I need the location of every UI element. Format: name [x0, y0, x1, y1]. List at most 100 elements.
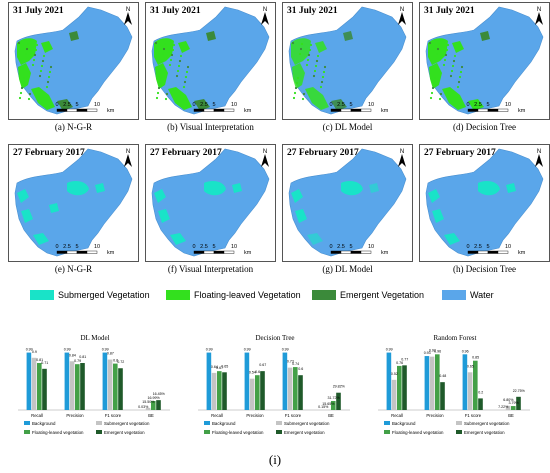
vegetation-speck — [291, 41, 295, 45]
map-panel-d: 31 July 2021 N 0 2.5 5 10 km (d) Decision Tree — [419, 2, 550, 132]
data-label: 0.99 — [206, 348, 213, 352]
bar-floating-leaved-vegetation — [151, 401, 156, 410]
scale-segment — [350, 108, 362, 112]
vegetation-speck — [302, 92, 306, 96]
bar-submergent-vegetation — [107, 359, 113, 410]
data-label: 0.65 — [467, 364, 474, 368]
map-caption: (f) Visual Interpretation — [167, 264, 254, 274]
scale-tick-label: 10 — [505, 102, 511, 108]
submerged-patch — [478, 181, 500, 196]
map-date: 27 February 2017 — [150, 148, 222, 158]
scale-tick-label: 10 — [505, 244, 511, 250]
bar-floating-leaved-vegetation — [511, 406, 516, 410]
north-arrow-icon: N — [261, 149, 269, 167]
scale-segment — [56, 108, 68, 112]
chart-legend-swatch — [96, 421, 102, 425]
bar-emergent-vegetation — [222, 372, 227, 410]
data-label: 15.50% — [142, 400, 155, 404]
vegetation-speck — [165, 92, 169, 96]
legend-item-floating: Floating-leaved Vegetation — [166, 290, 301, 300]
vegetation-patch — [305, 87, 329, 110]
vegetation-speck — [443, 58, 447, 62]
scale-segment — [203, 250, 215, 254]
scale-bar: 0 2.5 5 10 km — [55, 244, 114, 256]
map-panel-a: 31 July 2021 N 0 2.5 5 10 km (a) N-G-R — [8, 2, 139, 132]
map-panel-h: 27 February 2017 N 0 2.5 5 10 km (h) Decision T… — [419, 144, 550, 274]
data-label: 0.81 — [36, 358, 43, 362]
scale-tick-label: 2.5 — [200, 244, 208, 250]
scale-tick-label: 2.5 — [63, 102, 71, 108]
data-label: 16.45% — [153, 392, 166, 396]
data-label: 7.22% — [498, 405, 509, 409]
vegetation-speck — [437, 42, 441, 46]
vegetation-speck — [444, 53, 448, 57]
lake-water — [425, 6, 544, 115]
data-label: 0.84 — [69, 353, 76, 357]
vegetation-speck — [309, 43, 313, 47]
vegetation-speck — [33, 53, 37, 57]
bar-background — [244, 352, 250, 410]
bar-submergent-vegetation — [249, 378, 255, 410]
data-label: 0.87 — [107, 352, 114, 356]
vegetation-patch — [442, 87, 466, 110]
data-label: 0.67 — [259, 363, 266, 367]
lake-map — [151, 148, 270, 257]
chart-random-forest: Random Forest 0.99 0.52 0.76 0.77 Recall 0.93 0… — [370, 330, 540, 445]
vegetation-patch — [168, 87, 192, 110]
data-label: 0.93 — [424, 351, 431, 355]
bar-floating-leaved-vegetation — [331, 401, 336, 410]
bar-submergent-vegetation — [467, 372, 473, 410]
scale-unit: km — [244, 108, 252, 114]
bar-emergent-vegetation — [336, 392, 341, 410]
scale-bar: 0 2.5 5 10 km — [192, 244, 251, 256]
map-date: 31 July 2021 — [424, 6, 475, 16]
vegetation-patch — [178, 41, 190, 53]
data-label: 0.48 — [439, 374, 446, 378]
vegetation-speck — [428, 41, 432, 45]
chart-legend-swatch — [456, 430, 462, 434]
scale-bar: 0 2.5 5 10 km — [329, 102, 388, 114]
scale-tick-label: 0 — [55, 244, 58, 250]
data-label: 0.99 — [282, 348, 289, 352]
data-label: 0.76 — [396, 361, 403, 365]
lake-water — [151, 148, 270, 257]
bar-floating-leaved-vegetation — [293, 367, 298, 410]
category-label: Recall — [31, 413, 43, 418]
vegetation-speck — [430, 91, 434, 95]
lake-water — [151, 6, 270, 115]
lake-group — [14, 6, 133, 115]
scale-segment — [213, 108, 225, 112]
chart-title: Random Forest — [434, 334, 477, 342]
legend-label-floating: Floating-leaved Vegetation — [194, 290, 301, 300]
map-frame: 31 July 2021 N 0 2.5 5 10 km — [282, 2, 413, 120]
vegetation-speck — [450, 69, 454, 73]
vegetation-patch — [291, 38, 311, 65]
scale-tick-label: 10 — [94, 102, 100, 108]
scale-tick-label: 0 — [192, 102, 195, 108]
scale-segment — [350, 250, 362, 254]
scale-segment — [203, 108, 215, 112]
submerged-patch — [295, 209, 307, 223]
vegetation-speck — [168, 63, 172, 67]
chart-legend-label: Emergent vegetation — [104, 430, 145, 435]
vegetation-speck — [313, 69, 317, 73]
data-label: 0.99 — [64, 348, 71, 352]
scale-bar: 0 2.5 5 10 km — [55, 102, 114, 114]
map-caption: (e) N-G-R — [54, 264, 93, 274]
data-label: 0.77 — [401, 357, 408, 361]
vegetation-speck — [307, 53, 311, 57]
vegetation-speck — [40, 64, 44, 68]
legend-swatch-floating — [166, 290, 190, 300]
scale-tick-label: 2.5 — [337, 102, 345, 108]
data-label: 6.80% — [503, 398, 514, 402]
north-label: N — [126, 149, 130, 155]
lake-group — [425, 148, 544, 257]
north-arrow-shape — [398, 154, 406, 167]
vegetation-patch — [343, 31, 353, 41]
submerged-patch — [232, 183, 242, 193]
vegetation-patch — [155, 63, 168, 89]
vegetation-patch — [480, 31, 490, 41]
vegetation-speck — [431, 86, 435, 90]
scale-tick-label: 0 — [329, 102, 332, 108]
data-label: 0.96 — [434, 349, 441, 353]
